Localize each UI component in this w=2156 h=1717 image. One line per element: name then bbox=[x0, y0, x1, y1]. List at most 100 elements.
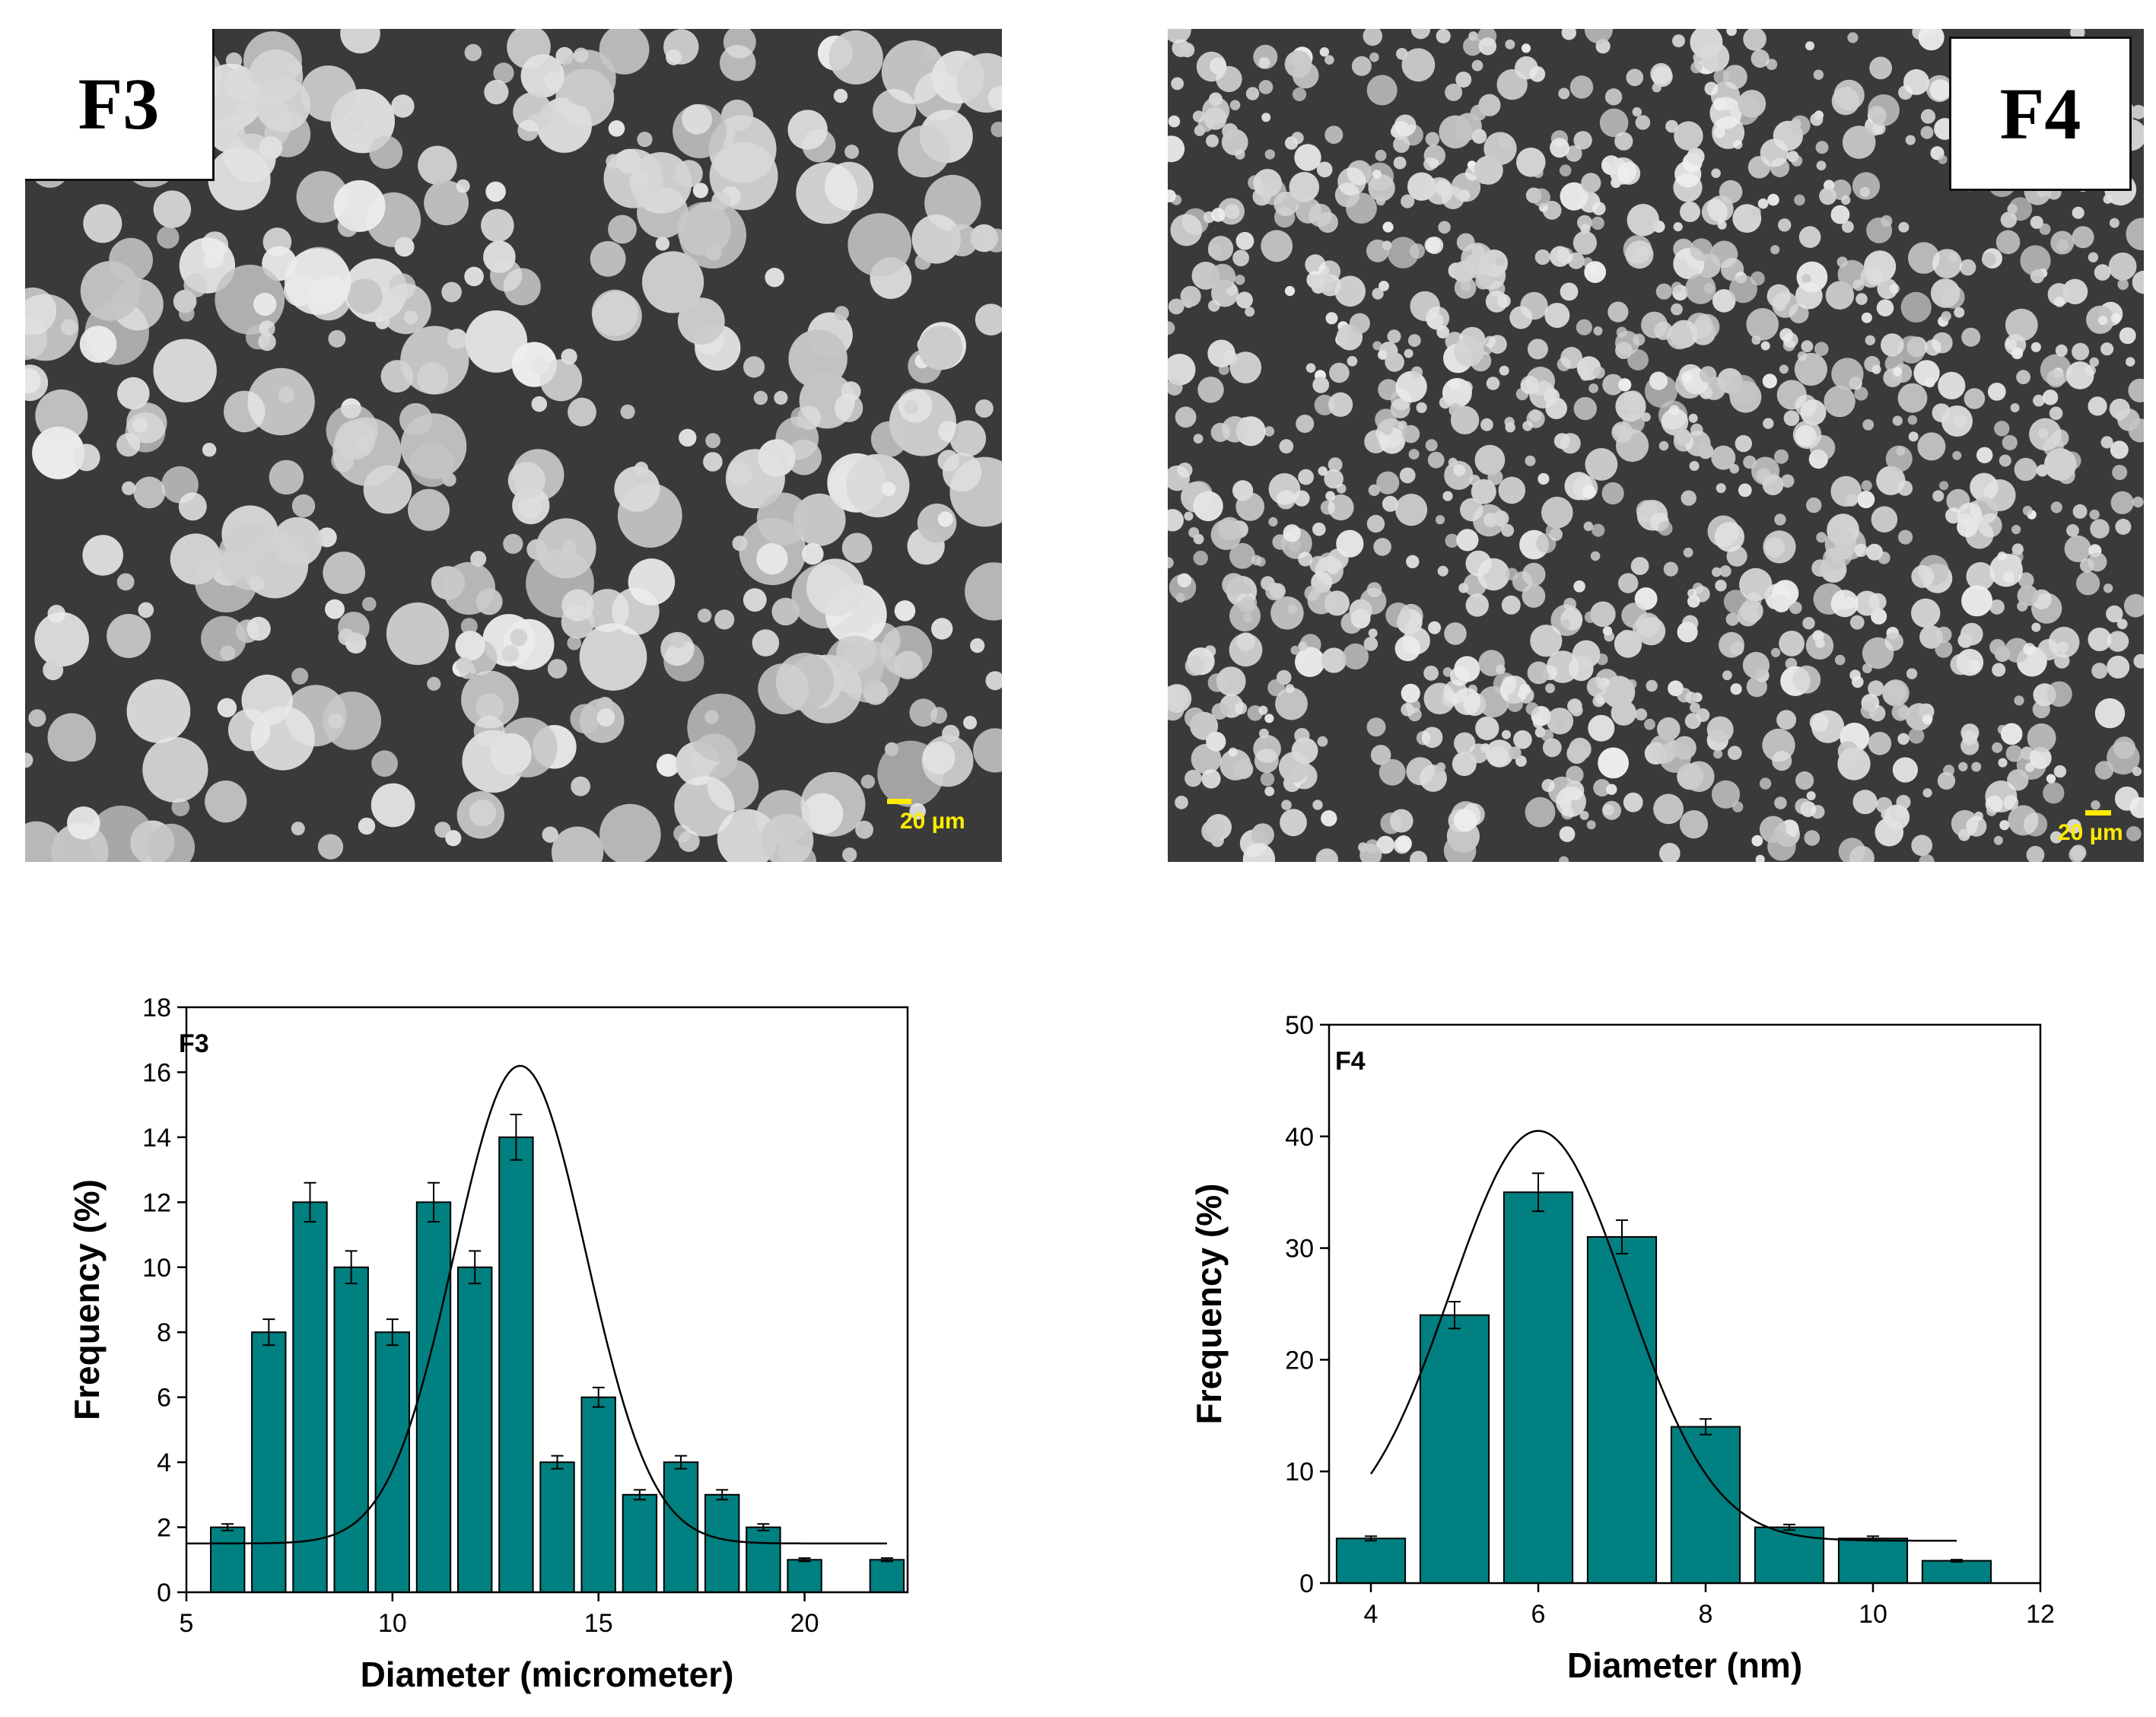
particle bbox=[552, 826, 604, 862]
particle bbox=[1168, 115, 1181, 128]
bar bbox=[415, 1201, 452, 1593]
bar bbox=[251, 1331, 287, 1593]
particle bbox=[2076, 571, 2100, 596]
particle bbox=[1168, 29, 1191, 43]
particle bbox=[674, 776, 735, 837]
particle bbox=[1541, 779, 1555, 793]
particle bbox=[1513, 730, 1532, 749]
particle bbox=[1407, 172, 1436, 201]
particle bbox=[2097, 316, 2108, 326]
particle bbox=[1868, 680, 1884, 697]
particle bbox=[1852, 279, 1865, 291]
particle bbox=[1995, 230, 2021, 255]
particle bbox=[126, 679, 191, 743]
particle bbox=[2114, 786, 2139, 811]
particle bbox=[1742, 651, 1770, 679]
particle bbox=[1911, 598, 1941, 628]
particle bbox=[2030, 342, 2041, 352]
particle bbox=[1168, 684, 1192, 714]
x-tick-label: 10 bbox=[378, 1609, 407, 1638]
particle bbox=[1601, 482, 1624, 505]
particle bbox=[1319, 47, 1330, 57]
particle bbox=[1681, 371, 1693, 383]
particle bbox=[2110, 491, 2134, 514]
particle bbox=[2094, 264, 2111, 281]
particle bbox=[2062, 278, 2088, 304]
particle bbox=[1291, 737, 1318, 765]
particle bbox=[317, 834, 344, 860]
particle bbox=[1298, 552, 1313, 567]
particle bbox=[465, 310, 528, 373]
particle bbox=[1682, 615, 1699, 631]
particle bbox=[1987, 383, 2006, 401]
particle bbox=[1390, 399, 1410, 418]
particle bbox=[1762, 728, 1795, 762]
particle bbox=[1605, 155, 1615, 165]
bar bbox=[1419, 1314, 1490, 1584]
particle bbox=[1966, 561, 1995, 591]
particle bbox=[1280, 809, 1307, 837]
particle bbox=[1410, 366, 1423, 378]
particle bbox=[2042, 390, 2059, 405]
particle bbox=[2002, 434, 2018, 450]
particle bbox=[1849, 615, 1865, 630]
particle bbox=[855, 820, 873, 839]
particle bbox=[1321, 810, 1337, 827]
particle bbox=[1719, 180, 1743, 204]
particle bbox=[1168, 354, 1196, 386]
particle bbox=[1865, 335, 1875, 345]
y-axis-label: Frequency (%) bbox=[1189, 1184, 1229, 1425]
particle bbox=[1292, 87, 1307, 102]
particle bbox=[660, 631, 695, 666]
particle bbox=[1739, 568, 1773, 602]
particle bbox=[705, 433, 720, 449]
bar bbox=[1586, 1235, 1658, 1584]
particle bbox=[1229, 351, 1262, 383]
particle bbox=[345, 114, 364, 133]
particle bbox=[2128, 378, 2144, 402]
particle bbox=[1245, 307, 1255, 317]
particle bbox=[2126, 357, 2135, 367]
particle bbox=[1994, 421, 2010, 437]
particle bbox=[1945, 507, 1962, 524]
particle bbox=[259, 136, 283, 160]
particle bbox=[1436, 29, 1451, 43]
particle bbox=[2089, 357, 2099, 367]
particle bbox=[2072, 504, 2088, 519]
particle bbox=[834, 393, 863, 422]
particle bbox=[1175, 795, 1188, 809]
particle bbox=[1671, 281, 1683, 293]
x-tick-label: 12 bbox=[2026, 1600, 2055, 1629]
particle bbox=[1957, 502, 1983, 528]
particle bbox=[1211, 703, 1229, 720]
particle bbox=[1279, 439, 1294, 454]
particle bbox=[1837, 747, 1871, 781]
particle bbox=[1346, 192, 1377, 224]
particle bbox=[1838, 838, 1866, 862]
particle bbox=[1351, 56, 1372, 76]
x-tick-label: 15 bbox=[584, 1609, 613, 1638]
particle bbox=[1363, 29, 1383, 46]
particle bbox=[1385, 352, 1404, 372]
particle bbox=[201, 231, 229, 259]
particle bbox=[1452, 752, 1477, 777]
particle bbox=[1328, 457, 1343, 472]
particle bbox=[596, 708, 615, 727]
particle bbox=[1671, 303, 1683, 316]
particle bbox=[1590, 551, 1601, 561]
particle bbox=[758, 439, 796, 477]
plot-frame bbox=[185, 1006, 909, 1594]
particle bbox=[1795, 771, 1814, 790]
particle bbox=[1908, 431, 1919, 442]
bar bbox=[498, 1136, 534, 1593]
particle bbox=[2053, 765, 2067, 778]
particle bbox=[400, 326, 469, 395]
particle bbox=[579, 623, 647, 691]
particle bbox=[1772, 594, 1791, 612]
particle bbox=[1229, 542, 1255, 569]
particle bbox=[1462, 803, 1485, 826]
y-tick-label: 10 bbox=[142, 1254, 171, 1283]
particle bbox=[1794, 194, 1805, 206]
particle bbox=[1906, 668, 1918, 679]
particle bbox=[170, 533, 221, 585]
